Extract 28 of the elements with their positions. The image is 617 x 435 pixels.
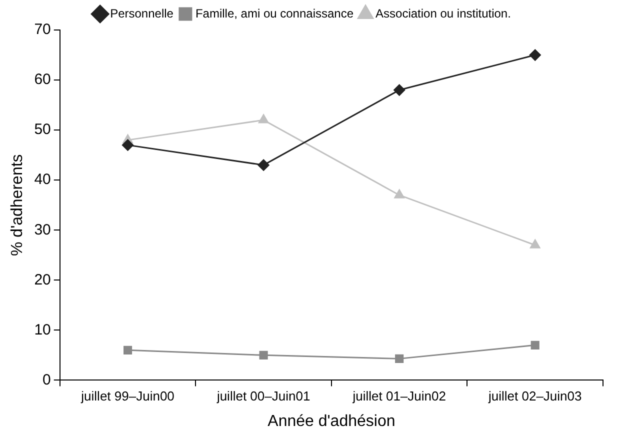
legend-label: Personnelle	[110, 6, 174, 20]
x-tick-label: juillet 02–Juin03	[487, 388, 582, 404]
x-tick-label: juillet 01–Juin02	[352, 388, 446, 404]
point	[394, 84, 406, 96]
y-tick-label: 20	[34, 271, 51, 288]
x-tick-label: juillet 00–Juin01	[216, 388, 310, 404]
y-tick-label: 60	[34, 71, 51, 88]
point	[394, 189, 404, 198]
y-tick-label: 30	[34, 221, 51, 238]
y-axis-title: % d'adherents	[9, 154, 26, 256]
point	[258, 159, 270, 171]
legend-label: Famille, ami ou connaissance	[195, 6, 354, 20]
point	[259, 350, 268, 360]
x-axis-title: Année d'adhésion	[268, 412, 396, 430]
point	[122, 139, 134, 151]
y-tick-label: 50	[34, 121, 51, 138]
y-tick-label: 10	[34, 321, 51, 338]
y-tick-label: 0	[42, 371, 51, 388]
point	[123, 346, 132, 354]
legend-label: Association ou institution.	[376, 6, 511, 20]
point	[258, 114, 269, 124]
x-tick-label: juillet 99–Juin00	[80, 388, 174, 404]
point	[529, 49, 541, 61]
y-tick-label: 70	[34, 21, 51, 38]
point	[530, 239, 540, 248]
point	[530, 340, 540, 350]
point	[395, 354, 404, 363]
y-tick-label: 40	[34, 171, 51, 188]
